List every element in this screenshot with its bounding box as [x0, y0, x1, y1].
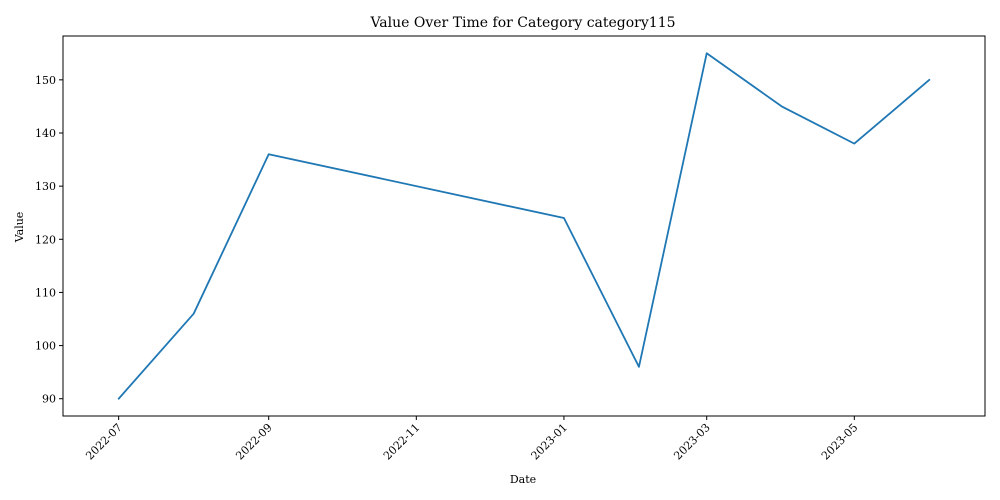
x-tick-label: 2023-05 — [819, 421, 861, 463]
y-tick-label: 140 — [35, 127, 56, 140]
plot-frame — [62, 35, 986, 417]
x-tick-label: 2022-07 — [83, 421, 125, 463]
x-tick-label: 2023-03 — [671, 421, 713, 463]
series-line — [117, 52, 931, 400]
y-tick-label: 150 — [35, 74, 56, 87]
y-tick-label: 90 — [42, 393, 56, 406]
x-tick-label: 2022-11 — [381, 421, 423, 463]
y-tick-label: 110 — [35, 286, 56, 299]
plot-area: 90 100 110 120 130 140 150 2022-07 2022-09 2022-1… — [35, 35, 986, 463]
y-axis-label: Value — [13, 212, 26, 244]
x-tick-label: 2023-01 — [529, 421, 571, 463]
y-tick-label: 130 — [35, 180, 56, 193]
x-axis-label: Date — [510, 473, 536, 486]
y-tick-label: 120 — [35, 233, 56, 246]
y-tick-label: 100 — [35, 340, 56, 353]
chart-title: Value Over Time for Category category115 — [369, 15, 675, 31]
x-tick-label: 2022-09 — [233, 421, 275, 463]
